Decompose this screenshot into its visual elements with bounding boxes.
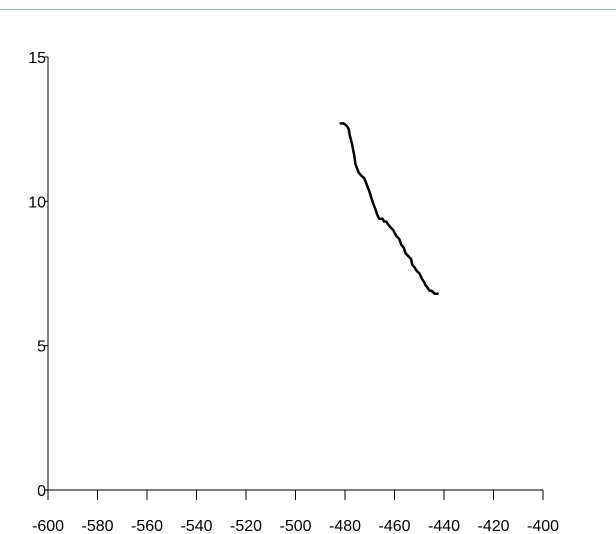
x-tick-label: -420 <box>477 518 509 534</box>
x-tick-label: -560 <box>131 518 163 534</box>
x-tick-label: -480 <box>329 518 361 534</box>
x-tick-label: -580 <box>81 518 113 534</box>
chart-ticks <box>44 56 544 500</box>
window-top-border <box>0 9 616 10</box>
x-tick-label: -440 <box>428 518 460 534</box>
x-tick-label: -500 <box>279 518 311 534</box>
y-tick-label: 10 <box>28 194 46 211</box>
x-tick-label: -400 <box>527 518 559 534</box>
series-line <box>339 122 439 295</box>
x-tick-label: -460 <box>378 518 410 534</box>
chart-tick-labels: 0 5 10 15 -600 -580 -560 -540 -520 -500 -480 -460 -4… <box>28 50 559 534</box>
y-tick-label: 0 <box>37 483 46 500</box>
x-tick-label: -540 <box>180 518 212 534</box>
x-tick-label: -600 <box>32 518 64 534</box>
x-tick-label: -520 <box>230 518 262 534</box>
chart-axes <box>47 57 543 491</box>
y-tick-label: 5 <box>37 339 46 356</box>
chart-series <box>339 122 439 295</box>
y-tick-label: 15 <box>28 50 46 67</box>
